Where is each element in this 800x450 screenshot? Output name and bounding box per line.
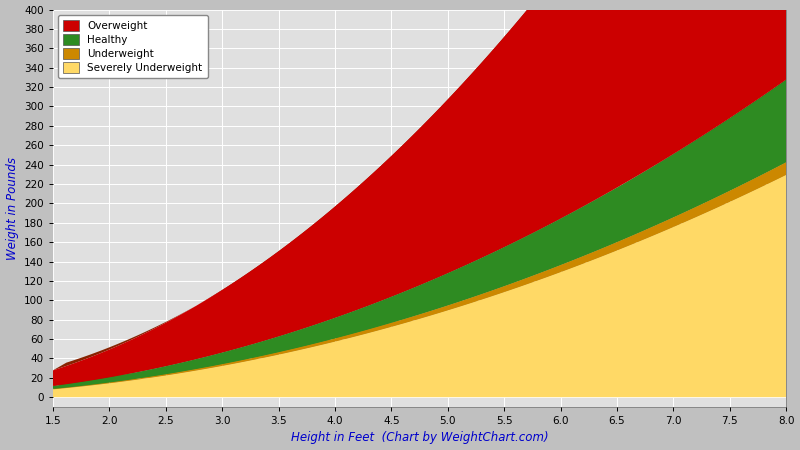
Polygon shape (786, 154, 800, 175)
Polygon shape (53, 162, 786, 389)
Polygon shape (53, 175, 786, 397)
Legend: Overweight, Healthy, Underweight, Severely Underweight: Overweight, Healthy, Underweight, Severe… (58, 15, 207, 78)
Polygon shape (53, 72, 800, 386)
Y-axis label: Weight in Pounds: Weight in Pounds (6, 157, 18, 260)
Polygon shape (786, 0, 800, 80)
Polygon shape (53, 167, 800, 389)
Polygon shape (53, 0, 800, 370)
Polygon shape (53, 154, 800, 389)
Polygon shape (786, 72, 800, 162)
Polygon shape (786, 167, 800, 397)
Polygon shape (53, 0, 786, 386)
X-axis label: Height in Feet  (Chart by WeightChart.com): Height in Feet (Chart by WeightChart.com… (290, 432, 548, 445)
Polygon shape (53, 80, 786, 389)
